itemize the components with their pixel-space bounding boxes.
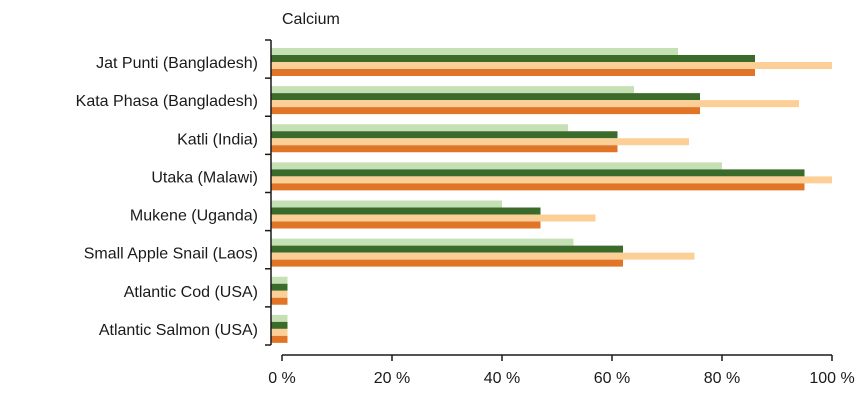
bar [271,335,288,343]
category-label: Atlantic Salmon (USA) [99,322,258,339]
bar [271,252,695,260]
category-label: Small Apple Snail (Laos) [84,246,258,263]
x-tick-label: 0 % [268,370,296,387]
bar [271,162,722,170]
bar [271,48,678,55]
bar [271,221,541,229]
category-label: Mukene (Uganda) [130,208,258,225]
bar [271,86,634,94]
bar [271,328,288,336]
x-tick-label: 60 % [594,370,630,387]
y-axis [265,39,272,346]
bar [271,238,574,246]
bar [271,124,568,132]
bar [271,214,596,222]
category-label: Katli (India) [177,131,258,148]
category-labels: Jat Punti (Bangladesh) Kata Phasa (Bangla… [76,55,258,339]
bar [271,145,618,153]
bar [271,138,689,146]
bar [271,183,805,191]
bar [271,200,502,208]
bars-group [271,48,832,343]
bar [271,55,755,62]
bar [271,69,755,76]
x-axis: 0 % 20 % 40 % 60 % 80 % 100 % [268,354,855,387]
category-label: Atlantic Cod (USA) [124,284,258,301]
category-label: Kata Phasa (Bangladesh) [76,93,258,110]
bar [271,107,700,115]
category-label: Jat Punti (Bangladesh) [96,55,258,72]
chart-title: Calcium [282,11,340,28]
bar [271,283,288,291]
x-tick-label: 80 % [704,370,740,387]
bar [271,297,288,305]
bar [271,93,700,101]
bar [271,100,799,108]
x-tick-label: 100 % [809,370,854,387]
bar [271,169,805,177]
bar [271,207,541,215]
bar [271,314,288,322]
bar [271,245,623,253]
bar [271,276,288,284]
category-label: Utaka (Malawi) [151,169,258,186]
bar [271,259,623,267]
bar [271,290,288,298]
bar [271,62,832,69]
bar [271,131,618,139]
bar [271,321,288,329]
bar [271,176,832,184]
x-tick-label: 20 % [374,370,410,387]
x-tick-label: 40 % [484,370,520,387]
